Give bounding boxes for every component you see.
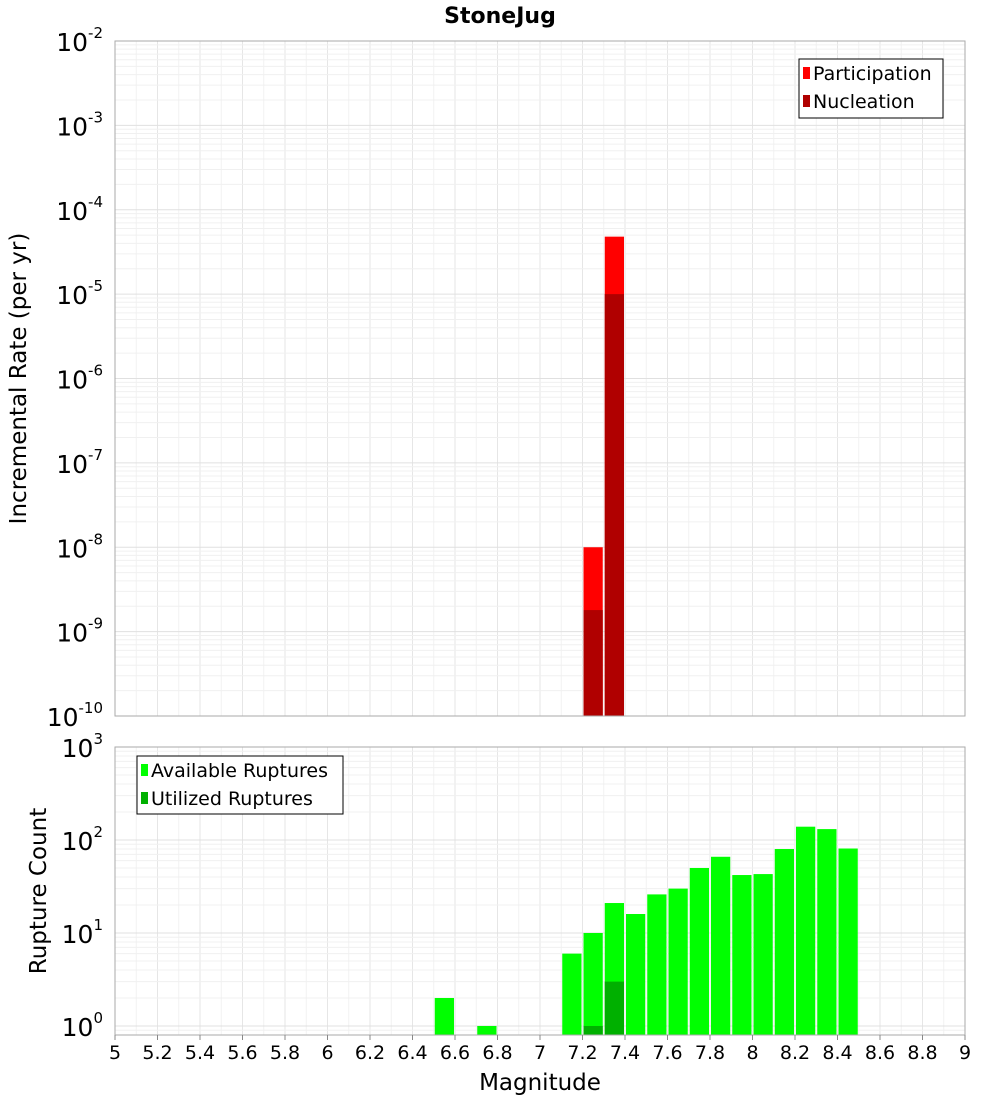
bottom-bar-available-ruptures [838,848,858,1035]
top-y-ticks: 10-10 10-9 10-8 10-7 10-6 10-5 10-4 10-3 10-2 [47,24,103,732]
bottom-bar-utilized-ruptures [583,1025,603,1035]
x-tick-label: 5.4 [185,1042,215,1064]
top-y-tick-label: 10-10 [47,699,103,732]
bottom-bar-available-ruptures [774,849,794,1035]
x-tick-label: 8.6 [865,1042,895,1064]
top-y-tick-label: 10-3 [56,108,103,141]
bottom-bar-available-ruptures [626,914,646,1035]
x-tick-label: 6.6 [440,1042,470,1064]
top-bar-nucleation [604,294,624,716]
x-tick-label: 5.6 [227,1042,257,1064]
top-y-tick-label: 10-2 [56,24,103,57]
top-legend-label: Participation [813,63,932,85]
bottom-y-ticks: 100 101 102 103 [62,730,103,1042]
bottom-bar-available-ruptures [753,874,773,1035]
top-legend-swatch [803,95,810,107]
bottom-bar-utilized-ruptures [604,981,624,1035]
top-legend-box [798,58,944,119]
x-ticks: 5 5.2 5.4 5.6 5.8 6 6.2 6.4 6.6 6.8 7 7.2 7.4 7.6 7.8 8… [109,1035,971,1064]
bottom-bar-available-ruptures [583,932,603,1035]
top-y-tick-label: 10-8 [56,530,103,563]
x-tick-label: 5.8 [270,1042,300,1064]
top-y-tick-label: 10-6 [56,362,103,395]
bottom-bar-available-ruptures [732,875,752,1035]
bottom-legend: Available Ruptures Utilized Ruptures [136,755,344,815]
top-legend-label: Nucleation [813,91,915,113]
x-tick-label: 9 [959,1042,971,1064]
top-y-tick-label: 10-4 [56,193,103,226]
top-frame [114,40,966,717]
bottom-legend-swatch [141,792,148,804]
x-tick-label: 6.4 [397,1042,427,1064]
bottom-y-tick-label: 103 [62,730,103,763]
bottom-bar-available-ruptures [647,894,667,1035]
bottom-panel: 100 101 102 103 Rupture Count Available Ruptu… [26,730,971,1096]
top-legend-swatch [803,67,810,79]
bottom-bar-available-ruptures [434,997,454,1035]
bottom-bar-available-ruptures [562,953,582,1035]
x-tick-label: 6 [321,1042,333,1064]
x-tick-label: 8.8 [907,1042,937,1064]
bottom-legend-box [136,755,344,815]
bottom-bars [434,826,858,1035]
x-tick-label: 5.2 [142,1042,172,1064]
x-tick-label: 8 [746,1042,758,1064]
bottom-bar-available-ruptures [668,888,688,1035]
x-axis-label: Magnitude [479,1070,601,1096]
x-tick-label: 5 [109,1042,121,1064]
bottom-y-axis-label: Rupture Count [26,808,52,974]
x-tick-label: 7.2 [567,1042,597,1064]
top-y-tick-label: 10-9 [56,615,103,648]
x-tick-label: 6.2 [355,1042,385,1064]
top-legend: Participation Nucleation [798,58,944,119]
bottom-bar-available-ruptures [817,829,837,1035]
top-bars [583,236,624,716]
chart-title: StoneJug [444,4,556,29]
x-tick-label: 7 [534,1042,546,1064]
bottom-legend-swatch [141,764,148,776]
bottom-bar-available-ruptures [477,1025,497,1035]
bottom-legend-label: Available Ruptures [151,760,328,782]
x-tick-label: 8.4 [822,1042,852,1064]
bottom-y-tick-label: 101 [62,916,103,949]
bottom-bar-available-ruptures [689,867,709,1035]
top-panel: 10-10 10-9 10-8 10-7 10-6 10-5 10-4 10-3 10-2 Inc… [6,24,966,732]
bottom-y-tick-label: 100 [62,1009,103,1042]
top-grid [114,41,966,717]
bottom-bar-available-ruptures [796,826,816,1035]
x-tick-label: 6.8 [482,1042,512,1064]
bottom-y-tick-label: 102 [62,823,103,856]
x-tick-label: 8.2 [780,1042,810,1064]
top-y-tick-label: 10-7 [56,446,103,479]
top-y-tick-label: 10-5 [56,277,103,310]
x-tick-label: 7.4 [610,1042,640,1064]
x-tick-label: 7.8 [695,1042,725,1064]
top-y-axis-label: Incremental Rate (per yr) [6,233,32,525]
x-tick-label: 7.6 [652,1042,682,1064]
bottom-bar-available-ruptures [711,856,731,1035]
bottom-legend-label: Utilized Ruptures [151,788,313,810]
top-bar-nucleation [583,610,603,716]
